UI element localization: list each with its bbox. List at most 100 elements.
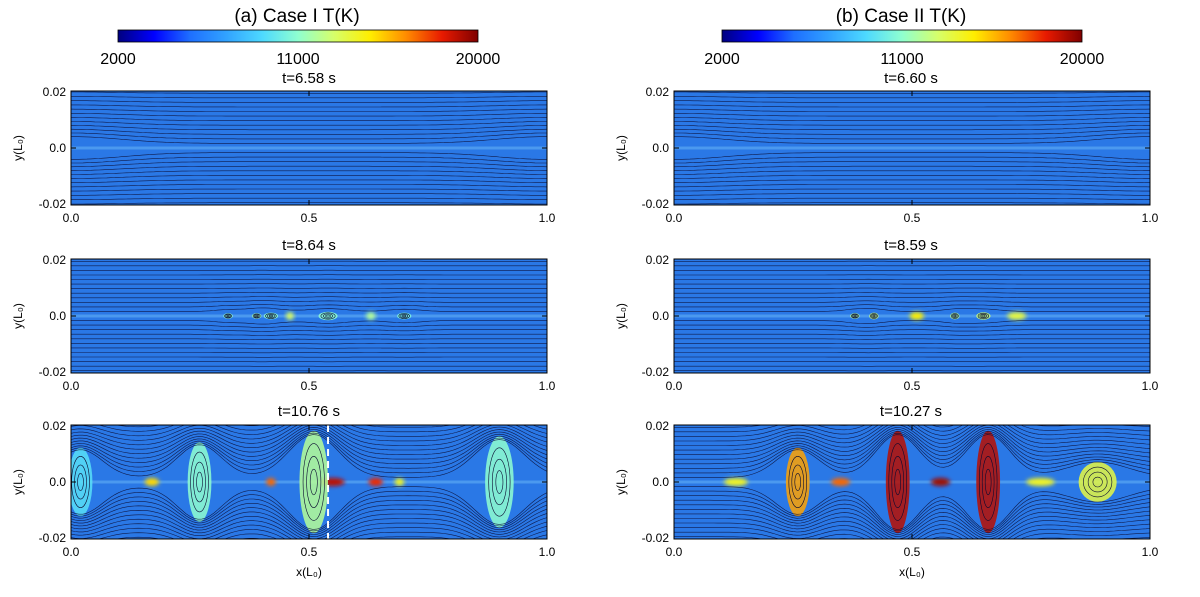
case-2-figure: (b) Case II T(K) 2000 11000 20000 t=6.60… bbox=[614, 6, 1159, 579]
field-line bbox=[71, 307, 547, 312]
colorbar-title: (a) Case I T(K) bbox=[234, 6, 359, 27]
y-tick-label: -0.02 bbox=[642, 531, 670, 545]
island-contour bbox=[491, 458, 507, 506]
field-line bbox=[674, 184, 1150, 188]
x-axis-label: x(L₀) bbox=[899, 565, 925, 579]
island-contour bbox=[398, 313, 410, 319]
island-contour bbox=[852, 314, 858, 318]
colorbar-tick-label: 2000 bbox=[100, 51, 136, 68]
field-line bbox=[674, 338, 1150, 340]
y-axis-label: y(L₀) bbox=[11, 469, 25, 495]
y-tick-label: -0.02 bbox=[39, 365, 67, 379]
island-contour bbox=[979, 313, 988, 319]
field-line bbox=[71, 338, 547, 340]
y-tick-label: 0.0 bbox=[652, 475, 669, 489]
field-line bbox=[71, 165, 547, 171]
y-axis-label: y(L₀) bbox=[614, 469, 628, 495]
island-contour bbox=[193, 461, 206, 503]
island-contour bbox=[894, 468, 901, 496]
hot-spot bbox=[266, 478, 276, 486]
panel-title: t=8.64 s bbox=[282, 237, 336, 254]
heatmap-panel bbox=[673, 90, 1151, 206]
field-line bbox=[674, 308, 1150, 312]
island-contour bbox=[984, 468, 992, 496]
field-line bbox=[674, 343, 1150, 345]
y-tick-label: 0.02 bbox=[43, 419, 67, 433]
field-line bbox=[674, 193, 1150, 196]
hot-spot bbox=[909, 312, 924, 320]
x-tick-label: 0.0 bbox=[666, 211, 683, 225]
island-contour bbox=[265, 313, 277, 319]
x-tick-label: 0.0 bbox=[63, 379, 80, 393]
colorbar-tick-label: 20000 bbox=[456, 51, 501, 68]
field-line bbox=[674, 329, 1150, 332]
y-tick-label: 0.0 bbox=[49, 141, 66, 155]
field-line bbox=[71, 425, 547, 442]
panel-title: t=6.58 s bbox=[282, 70, 336, 87]
magnetic-island bbox=[976, 430, 1001, 534]
island-contour bbox=[190, 451, 209, 513]
field-line bbox=[71, 193, 547, 196]
island-contour bbox=[952, 313, 958, 319]
field-line bbox=[674, 504, 1150, 537]
x-tick-label: 0.5 bbox=[301, 379, 318, 393]
x-tick-label: 1.0 bbox=[1142, 211, 1159, 225]
y-axis-label: y(L₀) bbox=[614, 303, 628, 329]
field-line bbox=[71, 518, 547, 539]
field-line bbox=[71, 104, 547, 108]
y-tick-label: 0.0 bbox=[652, 309, 669, 323]
x-tick-label: 1.0 bbox=[539, 545, 556, 559]
field-line bbox=[71, 431, 547, 469]
island-contour bbox=[302, 443, 325, 521]
heatmap-panel bbox=[673, 424, 1151, 540]
field-line bbox=[674, 197, 1150, 200]
x-tick-label: 1.0 bbox=[539, 379, 556, 393]
field-line bbox=[71, 136, 547, 144]
field-line bbox=[71, 347, 547, 349]
field-line bbox=[71, 287, 547, 289]
y-tick-label: -0.02 bbox=[642, 197, 670, 211]
island-contour bbox=[325, 314, 331, 318]
field-line bbox=[71, 425, 547, 451]
panel-title: t=10.27 s bbox=[880, 403, 942, 420]
x-tick-label: 0.0 bbox=[63, 545, 80, 559]
field-line bbox=[674, 425, 1150, 446]
field-line bbox=[71, 425, 547, 446]
field-line bbox=[674, 324, 1150, 328]
field-line bbox=[71, 432, 547, 474]
field-line bbox=[674, 113, 1150, 117]
hot-spot bbox=[368, 478, 383, 486]
field-line bbox=[674, 432, 1150, 474]
y-tick-label: -0.02 bbox=[39, 197, 67, 211]
field-line bbox=[674, 425, 1150, 437]
current-sheet bbox=[71, 314, 547, 318]
y-axis-label: y(L₀) bbox=[614, 135, 628, 161]
y-tick-label: 0.02 bbox=[646, 85, 670, 99]
colorbar-tick-label: 11000 bbox=[276, 51, 319, 68]
field-line bbox=[674, 486, 1150, 530]
field-line bbox=[674, 121, 1150, 126]
y-tick-label: -0.02 bbox=[642, 365, 670, 379]
hot-spot bbox=[831, 478, 851, 486]
island-contour bbox=[226, 314, 230, 318]
field-line bbox=[115, 425, 547, 428]
island-contour bbox=[977, 312, 990, 320]
island-contour bbox=[309, 468, 318, 496]
island-contour bbox=[981, 314, 986, 318]
magnetic-island bbox=[869, 312, 879, 320]
island-contour bbox=[224, 313, 232, 319]
field-line bbox=[71, 343, 547, 345]
field-line bbox=[71, 324, 547, 328]
field-line bbox=[674, 170, 1150, 175]
field-line bbox=[71, 108, 547, 112]
x-tick-label: 0.0 bbox=[666, 379, 683, 393]
magnetic-island bbox=[263, 312, 279, 320]
field-line bbox=[674, 531, 1150, 539]
island-contour bbox=[1092, 476, 1103, 488]
y-tick-label: 0.02 bbox=[43, 85, 67, 99]
island-contour bbox=[978, 443, 998, 521]
x-tick-label: 0.5 bbox=[904, 545, 921, 559]
field-line bbox=[71, 128, 547, 135]
field-line bbox=[674, 300, 1150, 303]
field-line bbox=[115, 536, 547, 539]
